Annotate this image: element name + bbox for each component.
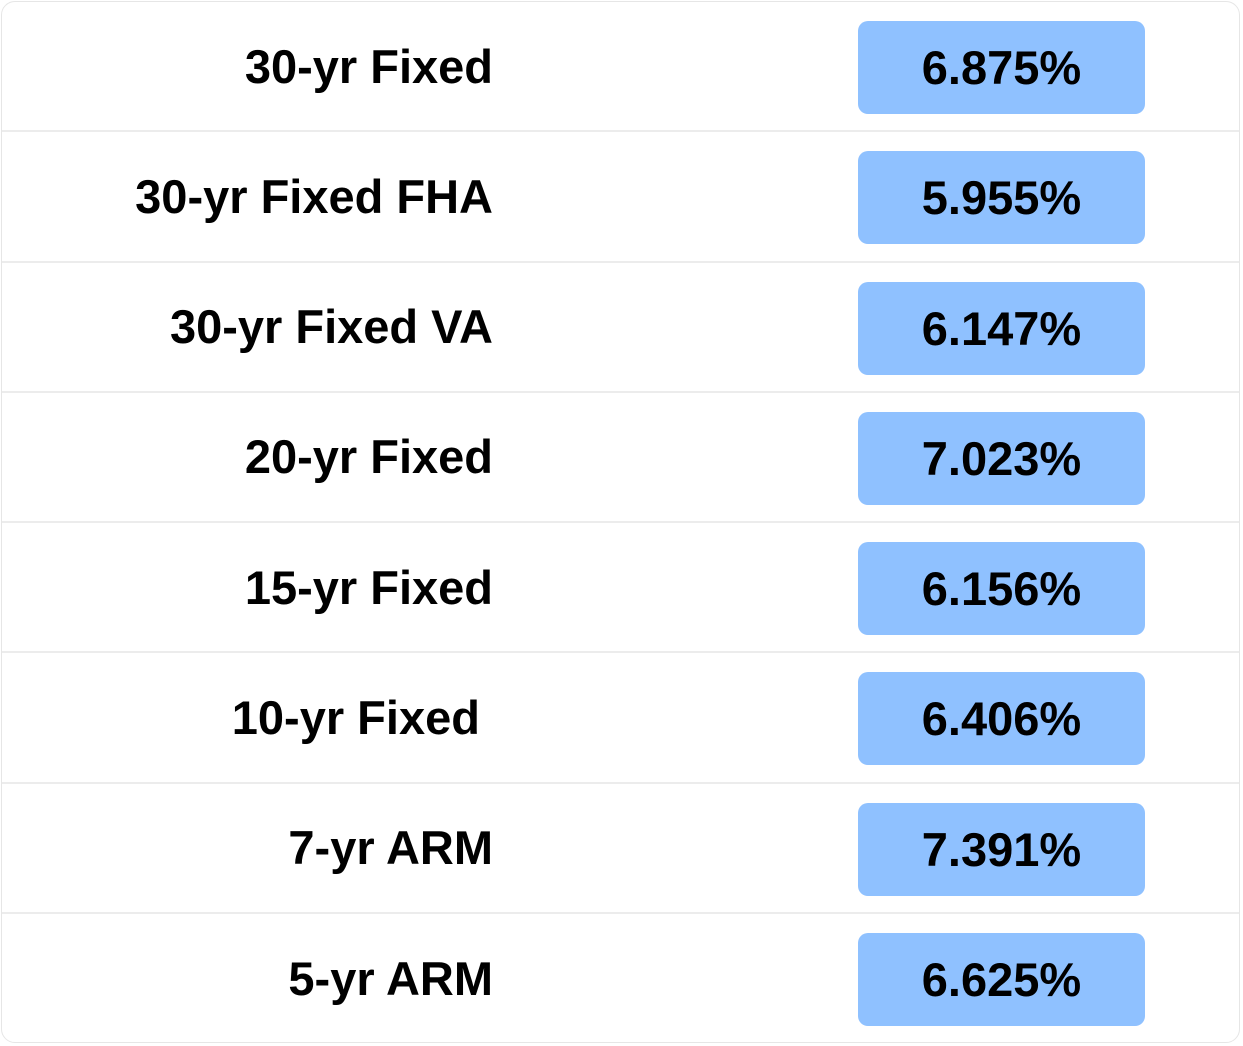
- rate-row: 20-yr Fixed 7.023%: [2, 393, 1239, 523]
- rate-value: 6.156%: [858, 542, 1145, 635]
- rate-value: 7.023%: [858, 411, 1145, 505]
- rate-row: 10-yr Fixed 6.406%: [2, 653, 1239, 784]
- rate-value: 6.147%: [858, 281, 1145, 375]
- loan-type: 7-yr ARM: [288, 821, 493, 875]
- rate-row: 15-yr Fixed 6.156%: [2, 523, 1239, 654]
- loan-type: 10-yr Fixed: [231, 690, 493, 744]
- loan-type: 30-yr Fixed: [244, 39, 493, 93]
- loan-type: 15-yr Fixed: [244, 560, 493, 614]
- loan-type: 30-yr Fixed FHA: [135, 169, 493, 223]
- rate-value: 6.625%: [858, 932, 1145, 1026]
- rate-row: 30-yr Fixed 6.875%: [2, 2, 1239, 133]
- loan-type: 20-yr Fixed: [244, 430, 493, 484]
- rate-row: 5-yr ARM 6.625%: [2, 914, 1239, 1042]
- rate-value: 6.406%: [858, 672, 1145, 766]
- rate-row: 30-yr Fixed VA 6.147%: [2, 263, 1239, 393]
- loan-type: 30-yr Fixed VA: [169, 300, 493, 354]
- rate-value: 6.875%: [858, 21, 1145, 114]
- rate-row: 7-yr ARM 7.391%: [2, 784, 1239, 914]
- loan-type: 5-yr ARM: [288, 952, 493, 1006]
- rate-value: 5.955%: [858, 151, 1145, 245]
- rate-value: 7.391%: [858, 802, 1145, 896]
- rate-row: 30-yr Fixed FHA 5.955%: [2, 132, 1239, 263]
